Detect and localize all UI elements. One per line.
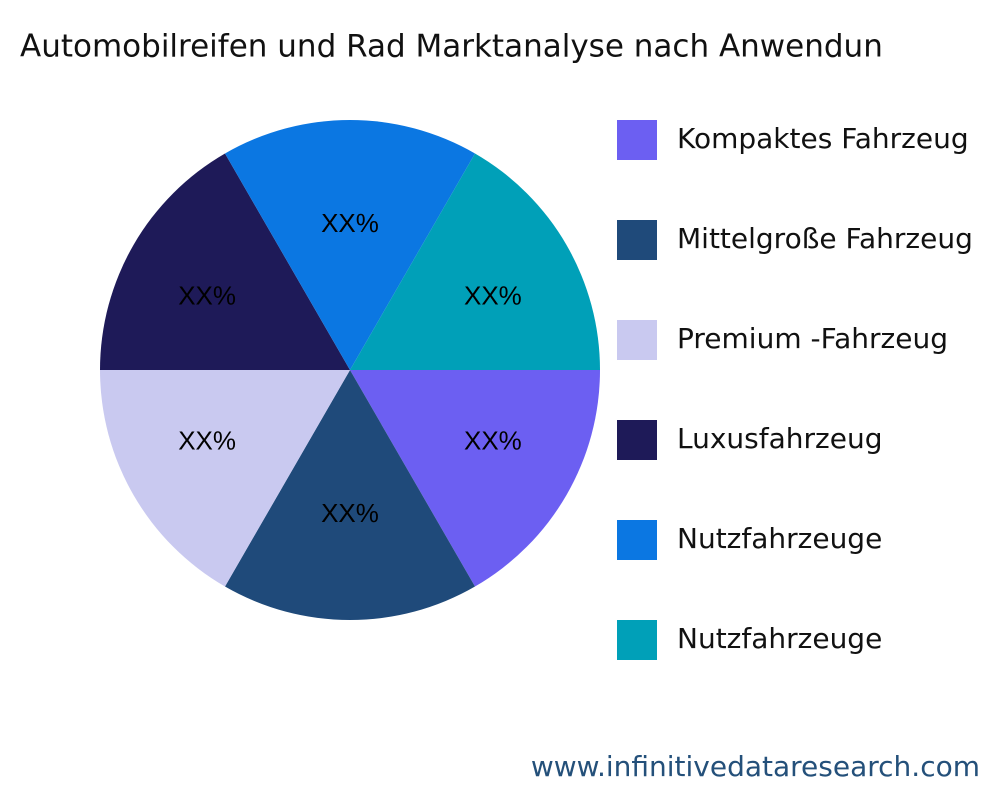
pie-slice [100, 153, 350, 370]
legend-label: Kompaktes Fahrzeug [677, 122, 969, 155]
legend-label: Mittelgroße Fahrzeug [677, 222, 973, 255]
legend-label: Premium -Fahrzeug [677, 322, 948, 355]
pie-slice [225, 370, 475, 620]
legend-label: Nutzfahrzeuge [677, 622, 882, 655]
watermark: www.infinitivedataresearch.com [531, 750, 980, 783]
chart-title: Automobilreifen und Rad Marktanalyse nac… [20, 29, 883, 65]
legend-label: Nutzfahrzeuge [677, 522, 882, 555]
pie-slice [350, 370, 600, 587]
data-label: XX% [464, 425, 522, 455]
legend-swatch [617, 120, 657, 160]
legend-swatch [617, 620, 657, 660]
data-label: XX% [464, 280, 522, 310]
legend-swatch [617, 520, 657, 560]
legend-swatch [617, 420, 657, 460]
pie-slice [225, 119, 475, 370]
legend-swatch [617, 220, 657, 260]
legend-label: Luxusfahrzeug [677, 422, 882, 455]
data-label: XX% [178, 280, 236, 310]
pie-slice [350, 153, 600, 370]
data-label: XX% [321, 208, 379, 238]
legend-swatch [617, 320, 657, 360]
pie-slice [100, 370, 350, 587]
data-label: XX% [321, 498, 379, 528]
data-label: XX% [178, 425, 236, 455]
